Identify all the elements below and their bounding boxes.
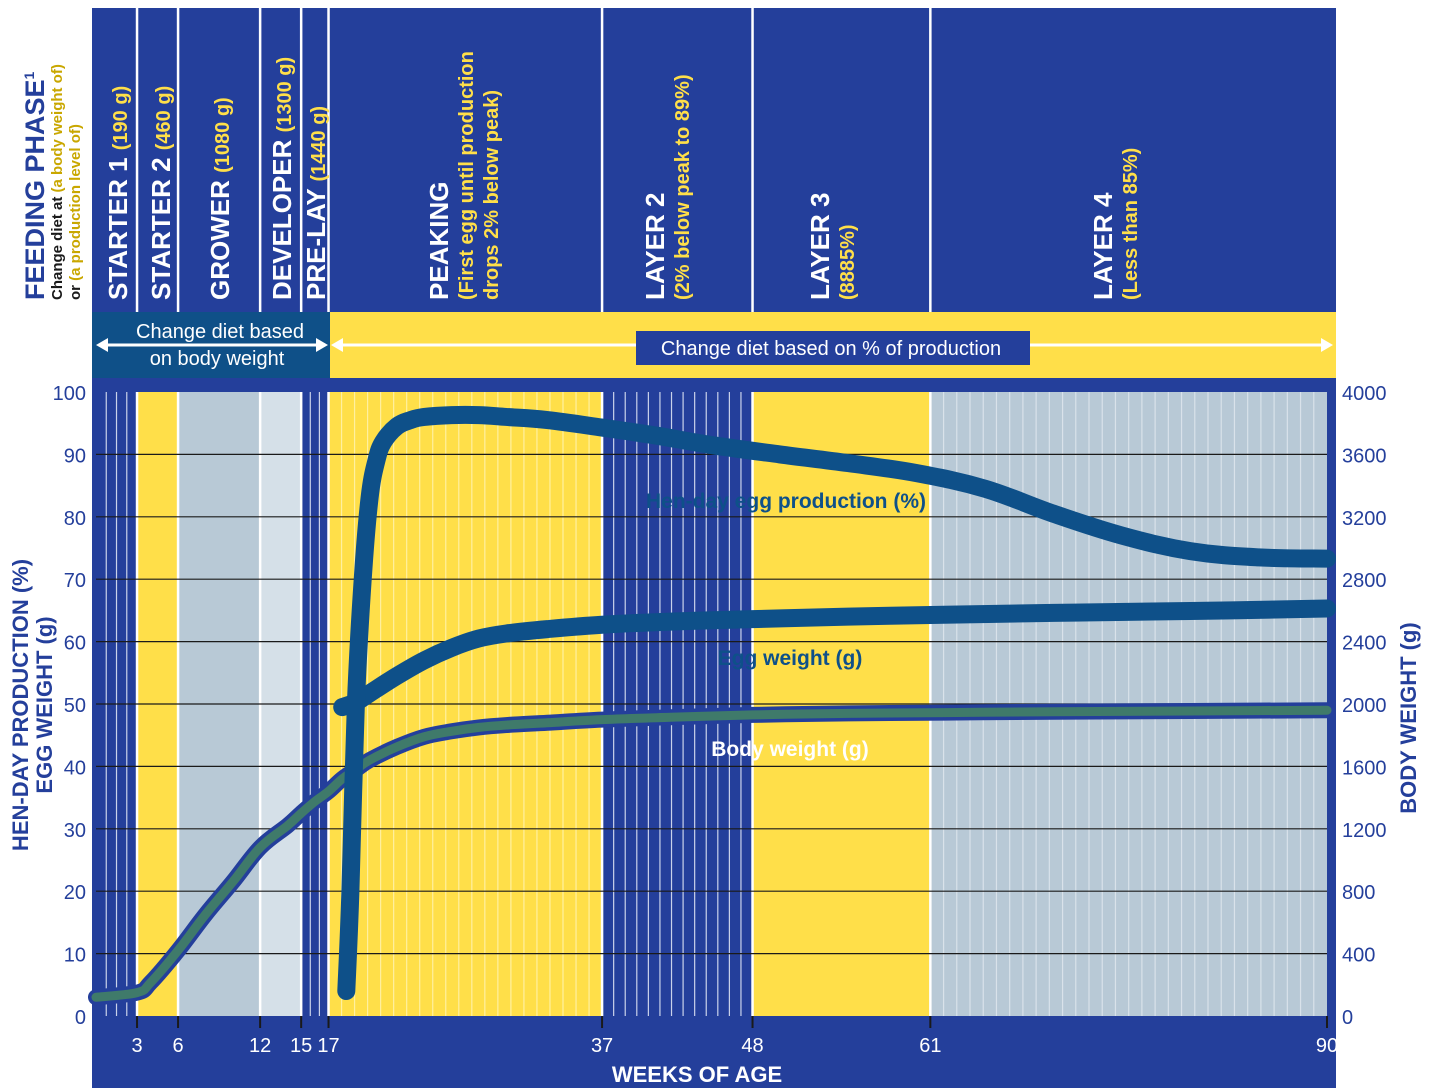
x-tick-label: 3 [131, 1035, 142, 1057]
svg-text:(8885%): (8885%) [837, 224, 859, 300]
svg-text:Change diet at (a body weight: Change diet at (a body weight of) [49, 64, 66, 300]
svg-text:HEN-DAY PRODUCTION (%): HEN-DAY PRODUCTION (%) [8, 559, 33, 851]
svg-text:DEVELOPER (1300 g): DEVELOPER (1300 g) [267, 57, 297, 300]
body-weight-curve [91, 705, 1332, 1002]
phase-label-1: STARTER 1 (190 g) [103, 86, 133, 300]
phase-label-3: GROWER (1080 g) [205, 97, 235, 300]
y-tick-right: 2000 [1342, 695, 1387, 717]
svg-text:STARTER 2 (460 g): STARTER 2 (460 g) [146, 86, 176, 300]
x-tick-label: 6 [173, 1035, 184, 1057]
header-subtitle-2: or (a production level of) [67, 124, 84, 300]
y-tick-right: 1600 [1342, 757, 1387, 779]
svg-text:PRE-LAY (1440 g): PRE-LAY (1440 g) [301, 106, 331, 300]
y-tick-right: 2400 [1342, 633, 1387, 655]
header-title: FEEDING PHASE1 [20, 71, 50, 300]
phase-label-6: PEAKING (First egg until production drops … [424, 51, 503, 300]
y-tick-right: 3200 [1342, 508, 1387, 530]
banner-left-line2: on body weight [150, 348, 285, 370]
y-tick-right: 400 [1342, 945, 1375, 967]
x-tick-label: 12 [249, 1035, 271, 1057]
phase-labels-layer: STARTER 1 (190 g) STARTER 2 (460 g) GROWER… [103, 51, 1142, 300]
banner-left-line1: Change diet based [136, 321, 304, 343]
y-tick-left: 70 [64, 570, 86, 592]
series-label-egg-weight: Egg weight (g) [718, 647, 863, 670]
x-axis-title: WEEKS OF AGE [612, 1062, 782, 1087]
banner-left-arrow-head-right [316, 338, 328, 352]
x-tick-label: 15 [290, 1035, 312, 1057]
y-tick-left: 30 [64, 820, 86, 842]
y-tick-left: 10 [64, 945, 86, 967]
y-tick-right: 800 [1342, 882, 1375, 904]
header-band [92, 8, 1336, 312]
svg-text:BODY WEIGHT (g): BODY WEIGHT (g) [1396, 622, 1421, 813]
y-tick-right: 4000 [1342, 383, 1387, 405]
y-tick-left: 50 [64, 695, 86, 717]
labels-layer: FEEDING PHASE1 Change diet at (a body we… [8, 64, 1421, 1087]
banner-left-arrow-head-left [96, 338, 108, 352]
phase-label-2: STARTER 2 (460 g) [146, 86, 176, 300]
curves-layer [88, 405, 1336, 1006]
hen-day-production-curve [337, 405, 1336, 1001]
y-tick-right: 2800 [1342, 570, 1387, 592]
banner-right-arrow-head-right [1321, 338, 1333, 352]
y-tick-left: 90 [64, 445, 86, 467]
tick-labels-layer: 0 10 20 30 40 50 60 70 80 90 100 0 400 800 1200 1600 200… [53, 383, 1387, 1057]
y-tick-right: 3600 [1342, 445, 1387, 467]
phase-label-7: LAYER 2 (2% below peak to 89%) [640, 74, 694, 300]
banner-right-label: Change diet based on % of production [661, 338, 1001, 360]
series-label-body-weight: Body weight (g) [711, 738, 868, 761]
phase-label-5: PRE-LAY (1440 g) [301, 106, 331, 300]
svg-text:STARTER 1 (190 g): STARTER 1 (190 g) [103, 86, 133, 300]
y-tick-left: 0 [75, 1007, 86, 1029]
svg-text:GROWER (1080 g): GROWER (1080 g) [205, 97, 235, 300]
x-tick-label: 48 [741, 1035, 763, 1057]
y-tick-right: 1200 [1342, 820, 1387, 842]
y-tick-left: 60 [64, 633, 86, 655]
banner-right-arrow-head-left [331, 338, 343, 352]
egg-weight-curve [333, 599, 1336, 717]
y-tick-left: 80 [64, 508, 86, 530]
header-subtitle-1: Change diet at (a body weight of) [49, 64, 66, 300]
y-tick-right: 0 [1342, 1007, 1353, 1029]
y-axis-left-title-2: EGG WEIGHT (g) [32, 616, 57, 793]
x-axis-band [92, 1016, 1336, 1088]
y-tick-left: 100 [53, 383, 86, 405]
header-title-group: FEEDING PHASE1 [20, 71, 50, 300]
series-label-production: Hen-day egg production (%) [646, 490, 926, 513]
svg-text:(First egg until production: (First egg until production [456, 51, 478, 300]
x-tick-label: 17 [317, 1035, 339, 1057]
svg-text:EGG WEIGHT (g): EGG WEIGHT (g) [32, 616, 57, 793]
phase-label-8: LAYER 3 (8885%) [805, 193, 859, 300]
phase-label-9: LAYER 4 (Less than 85%) [1088, 148, 1142, 300]
svg-text:(2% below peak to 89%): (2% below peak to 89%) [672, 74, 694, 300]
y-tick-left: 40 [64, 757, 86, 779]
banner-right-label-box [636, 331, 1030, 365]
svg-text:LAYER 4: LAYER 4 [1088, 192, 1118, 300]
y-axis-left-title-1: HEN-DAY PRODUCTION (%) [8, 559, 33, 851]
svg-text:drops 2% below peak): drops 2% below peak) [481, 90, 503, 300]
svg-text:PEAKING: PEAKING [424, 182, 454, 300]
svg-text:LAYER 2: LAYER 2 [640, 193, 670, 300]
svg-text:(Less than 85%): (Less than 85%) [1120, 148, 1142, 300]
x-tick-label: 61 [919, 1035, 941, 1057]
x-tick-label: 90 [1316, 1035, 1338, 1057]
y-axis-right-title: BODY WEIGHT (g) [1396, 622, 1421, 813]
x-tick-label: 37 [591, 1035, 613, 1057]
phase-label-4: DEVELOPER (1300 g) [267, 57, 297, 300]
svg-text:LAYER 3: LAYER 3 [805, 193, 835, 300]
svg-text:or (a production level of): or (a production level of) [67, 124, 84, 300]
y-tick-left: 20 [64, 882, 86, 904]
